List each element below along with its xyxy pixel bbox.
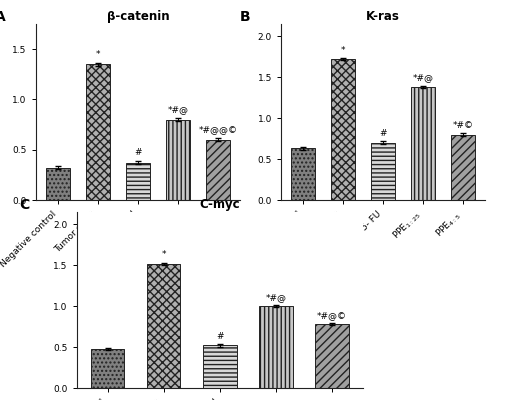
Text: A: A: [0, 10, 6, 24]
Bar: [90, 349, 124, 388]
Bar: [166, 120, 190, 200]
Bar: [331, 59, 355, 200]
Title: C-myc: C-myc: [199, 198, 240, 211]
Title: K-ras: K-ras: [366, 10, 400, 23]
Bar: [411, 87, 435, 200]
Bar: [206, 140, 230, 200]
Bar: [46, 168, 70, 200]
Text: C: C: [19, 198, 30, 212]
Title: β-catenin: β-catenin: [107, 10, 169, 23]
Bar: [126, 163, 150, 200]
Text: *: *: [341, 46, 345, 55]
Bar: [451, 134, 475, 200]
Text: B: B: [240, 10, 251, 24]
Bar: [147, 264, 180, 388]
Bar: [371, 143, 396, 200]
Text: *#@: *#@: [265, 293, 286, 302]
Text: *#@: *#@: [168, 105, 189, 114]
Text: *#@: *#@: [413, 74, 434, 82]
Bar: [259, 306, 293, 388]
Bar: [86, 64, 110, 200]
Text: *#@©: *#@©: [317, 311, 347, 320]
Text: *: *: [161, 250, 166, 259]
Text: *#@@©: *#@@©: [199, 125, 238, 134]
Bar: [291, 148, 315, 200]
Text: *: *: [96, 50, 100, 59]
Text: #: #: [380, 129, 387, 138]
Bar: [203, 346, 237, 388]
Text: *#©: *#©: [453, 121, 474, 130]
Text: #: #: [216, 332, 223, 341]
Text: #: #: [134, 148, 142, 157]
Bar: [315, 324, 349, 388]
